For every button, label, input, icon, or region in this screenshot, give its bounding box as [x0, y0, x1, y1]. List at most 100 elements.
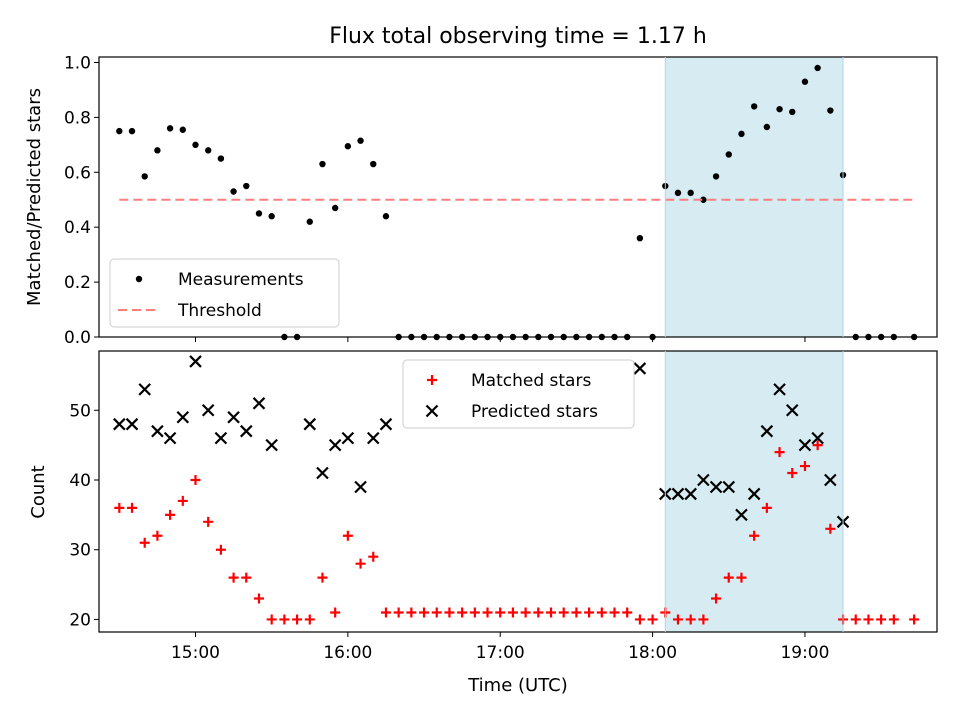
matched-stars-point: [558, 607, 569, 618]
matched-stars-point: [292, 614, 303, 625]
predicted-stars-point: [379, 417, 393, 431]
legend-measurements-marker: [135, 275, 143, 283]
count-panel-x-tick-label: 16:00: [323, 643, 372, 663]
matched-stars-point: [253, 593, 264, 604]
matched-stars-point: [228, 572, 239, 583]
matched-stars-point: [812, 440, 823, 451]
predicted-stars-point: [811, 431, 824, 445]
measurement-point: [141, 173, 148, 180]
matched-stars-point: [215, 544, 226, 555]
predicted-stars-point: [176, 410, 190, 424]
ratio-panel-y-ticks: 0.0 0.2 0.4 0.6 0.8 1.0: [64, 53, 99, 348]
measurement-point: [319, 160, 326, 168]
legend-predicted-stars-marker: [425, 404, 439, 418]
count-panel-legend-box: [402, 359, 635, 429]
matched-stars-point: [190, 474, 201, 485]
measurement-point: [725, 151, 732, 158]
measurement-point: [128, 127, 136, 135]
predicted-stars-point: [201, 403, 215, 417]
matched-stars-point: [876, 614, 887, 625]
matched-stars-point: [761, 502, 772, 513]
predicted-stars-point: [240, 424, 253, 438]
ratio-panel-legend-label: Measurements: [178, 270, 304, 290]
matched-stars-point: [380, 607, 391, 618]
count-panel-y-tick-label: 30: [69, 541, 91, 561]
matched-stars-point: [736, 572, 747, 583]
count-panel-y-tick-label: 40: [69, 471, 91, 491]
count-panel-series: [113, 355, 920, 625]
matched-stars-point: [393, 607, 404, 618]
measurement-point: [331, 204, 339, 212]
matched-stars-point: [469, 607, 480, 618]
ratio-panel-y-tick-label: 0.4: [64, 218, 91, 238]
measurement-point: [700, 196, 707, 203]
measurement-point: [789, 108, 796, 116]
predicted-stars-point: [214, 431, 228, 445]
matched-stars-point: [419, 607, 430, 618]
predicted-stars-point: [138, 383, 151, 396]
measurement-point: [801, 78, 809, 85]
measurement-point: [230, 188, 237, 195]
matched-stars-point: [685, 614, 696, 625]
matched-stars-point: [152, 530, 163, 541]
predicted-stars-point: [354, 480, 367, 494]
matched-stars-point: [127, 502, 138, 513]
measurement-point: [827, 107, 834, 114]
matched-stars-point: [330, 607, 341, 618]
matched-stars-point: [266, 614, 277, 625]
ratio-panel-y-tick-label: 0.8: [64, 108, 91, 128]
measurement-point: [179, 126, 186, 133]
matched-stars-point: [507, 607, 518, 618]
count-panel-x-tick-label: 18:00: [628, 643, 677, 663]
predicted-stars-point: [760, 424, 774, 438]
matched-stars-point: [749, 530, 760, 541]
predicted-stars-point: [671, 487, 685, 501]
predicted-stars-point: [189, 355, 202, 368]
ratio-panel-frame: [98, 56, 938, 338]
predicted-stars-point: [697, 473, 710, 487]
count-panel-legend-label: Predicted stars: [471, 402, 598, 422]
legend-matched-stars-marker: [427, 375, 437, 385]
ratio-panel-legend-box: [109, 258, 340, 328]
predicted-stars-point: [722, 480, 736, 494]
matched-stars-point: [520, 607, 531, 618]
measurement-point: [763, 123, 771, 131]
predicted-stars-point: [684, 487, 697, 501]
matched-stars-point: [584, 607, 595, 618]
ratio-panel-y-tick-label: 0.0: [64, 328, 91, 348]
chart-title: Flux total observing time = 1.17 h: [329, 24, 707, 49]
predicted-stars-point: [735, 508, 748, 522]
matched-stars-point: [406, 607, 417, 618]
measurement-point: [255, 210, 263, 217]
predicted-stars-point: [151, 424, 164, 438]
measurement-point: [357, 137, 364, 144]
matched-stars-point: [863, 614, 874, 625]
count-panel-legend: Matched stars Predicted stars: [402, 359, 635, 429]
matched-stars-point: [571, 607, 582, 618]
count-panel-x-tick-label: 19:00: [780, 643, 829, 663]
matched-stars-point: [909, 614, 920, 625]
matched-stars-point: [698, 614, 709, 625]
predicted-stars-point: [709, 480, 723, 494]
measurement-point: [154, 147, 161, 154]
predicted-stars-point: [747, 487, 761, 501]
measurement-point: [738, 130, 745, 138]
ratio-panel-y-tick-label: 0.2: [64, 273, 91, 293]
matched-stars-point: [279, 614, 290, 625]
measurement-point: [192, 141, 199, 149]
matched-stars-point: [457, 607, 468, 618]
matched-stars-point: [799, 461, 810, 472]
matched-stars-point: [723, 572, 734, 583]
measurement-point: [204, 147, 212, 154]
predicted-stars-point: [265, 438, 278, 452]
matched-stars-point: [203, 516, 214, 527]
matched-stars-point: [672, 614, 683, 625]
measurement-point: [687, 189, 694, 197]
predicted-stars-point: [227, 410, 240, 424]
matched-stars-point: [368, 551, 379, 562]
count-panel-legend-label: Matched stars: [471, 371, 591, 391]
count-panel-y-tick-label: 20: [69, 610, 91, 630]
ratio-panel-y-tick-label: 1.0: [64, 53, 91, 73]
predicted-stars-point: [341, 431, 355, 445]
